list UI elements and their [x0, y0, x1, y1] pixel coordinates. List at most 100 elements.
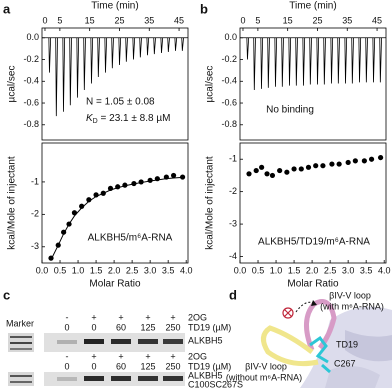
blocked-icon [284, 309, 292, 317]
y-tick-label: -0.4 [23, 76, 39, 86]
x-tick-label: 3.5 [360, 265, 373, 275]
data-point [361, 158, 367, 164]
plot-frame [239, 27, 387, 141]
data-point [71, 210, 78, 216]
data-point [253, 167, 259, 174]
band [163, 339, 183, 344]
data-point [154, 176, 160, 182]
y-tick-label: -0.8 [23, 119, 39, 129]
data-point [138, 179, 144, 185]
band [138, 339, 158, 344]
injection-peak [69, 37, 72, 106]
x-tick-label: 1.0 [270, 265, 283, 275]
x-tick-label: 0.5 [54, 265, 67, 275]
data-point [291, 166, 297, 172]
data-point [93, 192, 99, 198]
injection-peak [351, 37, 354, 84]
lane-dose: 125 [140, 322, 155, 332]
x-tick-label: 5 [57, 15, 62, 25]
marker-lane [8, 372, 34, 386]
y-tick-label: -1 [31, 176, 39, 186]
marker-band [10, 342, 32, 344]
protein-ribbon [325, 366, 380, 388]
ligand-label: TD19 [336, 339, 358, 349]
data-point [329, 161, 335, 167]
y-tick-label: -0.2 [221, 54, 237, 64]
injection-peak [62, 37, 66, 112]
x-tick-label: 0.5 [252, 265, 265, 275]
injection-peak [118, 37, 122, 65]
injection-peak [181, 37, 184, 51]
panel-label: b [200, 1, 208, 16]
data-point [100, 190, 106, 196]
data-point [163, 174, 169, 180]
injection-peak [323, 37, 326, 85]
data-point [298, 166, 304, 172]
y-tick-label: -3 [229, 218, 237, 228]
annotation: ALKBH5/TD19/m⁶A-RNA [258, 237, 370, 248]
x-tick-label: 15 [85, 15, 95, 25]
x-tick-label: 4.0 [378, 265, 391, 275]
injection-peak [274, 37, 278, 87]
x-tick-label: 3.0 [144, 265, 157, 275]
marker-band [10, 375, 32, 377]
data-point [61, 229, 67, 235]
x-tick-label: 5 [255, 15, 260, 25]
band [84, 376, 104, 381]
data-point [131, 180, 137, 187]
row-label: 2OG [188, 312, 207, 322]
y-tick-label: -0.4 [221, 76, 237, 86]
x-tick-label: 0 [240, 15, 245, 25]
loop-label: (with m⁶A-RNA) [320, 301, 384, 311]
gel-panel: Marker - + + + + 2OG 0 0 60 125 250 TD19… [6, 312, 243, 388]
kd-subscript: D [93, 118, 98, 125]
loop-label: βIV-V loop [245, 361, 287, 371]
lane-dose: 0 [64, 322, 69, 332]
injection-peak [90, 37, 94, 84]
injection-peak [379, 37, 382, 83]
injection-peak [302, 37, 306, 86]
lane-dose: 0 [91, 361, 96, 371]
band [138, 376, 158, 381]
data-point [48, 255, 54, 261]
x-tick-label: 2.0 [306, 265, 319, 275]
data-point [55, 242, 61, 248]
data-point [122, 182, 128, 188]
data-point [147, 177, 153, 183]
data-point [377, 154, 384, 161]
lane-sign: - [66, 312, 69, 322]
loop-label: (without m⁶A-RNA) [226, 372, 302, 382]
x-tick-label: 15 [283, 15, 293, 25]
x-tick-label: 2.5 [126, 265, 139, 275]
y-axis-title: µcal/sec [7, 66, 18, 103]
lane-dose: 0 [64, 361, 69, 371]
plot-frame [239, 142, 387, 264]
injection-peak [55, 37, 58, 117]
y-axis-title: kcal/Mole of injectant [205, 156, 216, 250]
y-tick-label: 0.0 [224, 32, 237, 42]
x-axis-title: Time (min) [289, 1, 336, 12]
marker-band [10, 336, 32, 338]
panel-label: d [229, 287, 237, 302]
x-tick-label: 1.5 [90, 265, 103, 275]
residue-label: C267 [334, 358, 356, 368]
lane-sign: + [170, 312, 175, 322]
band [57, 377, 77, 381]
data-point [313, 163, 319, 169]
data-point [336, 161, 342, 167]
row-label: 2OG [188, 351, 207, 361]
band [111, 339, 131, 344]
marker-band [10, 348, 32, 350]
lane-dose: 250 [165, 322, 180, 332]
data-point [66, 221, 72, 227]
injection-peak [253, 37, 256, 90]
injection-peak [267, 37, 270, 88]
lane-sign: + [91, 351, 96, 361]
residue-sticks [321, 363, 331, 374]
panel-label: c [3, 287, 10, 302]
row-label: TD19 (µM) [188, 361, 231, 371]
ligand-sticks [309, 335, 329, 364]
marker-label: Marker [6, 318, 34, 328]
injection-peak [139, 37, 142, 58]
band-label: ALKBH5 [188, 335, 223, 345]
